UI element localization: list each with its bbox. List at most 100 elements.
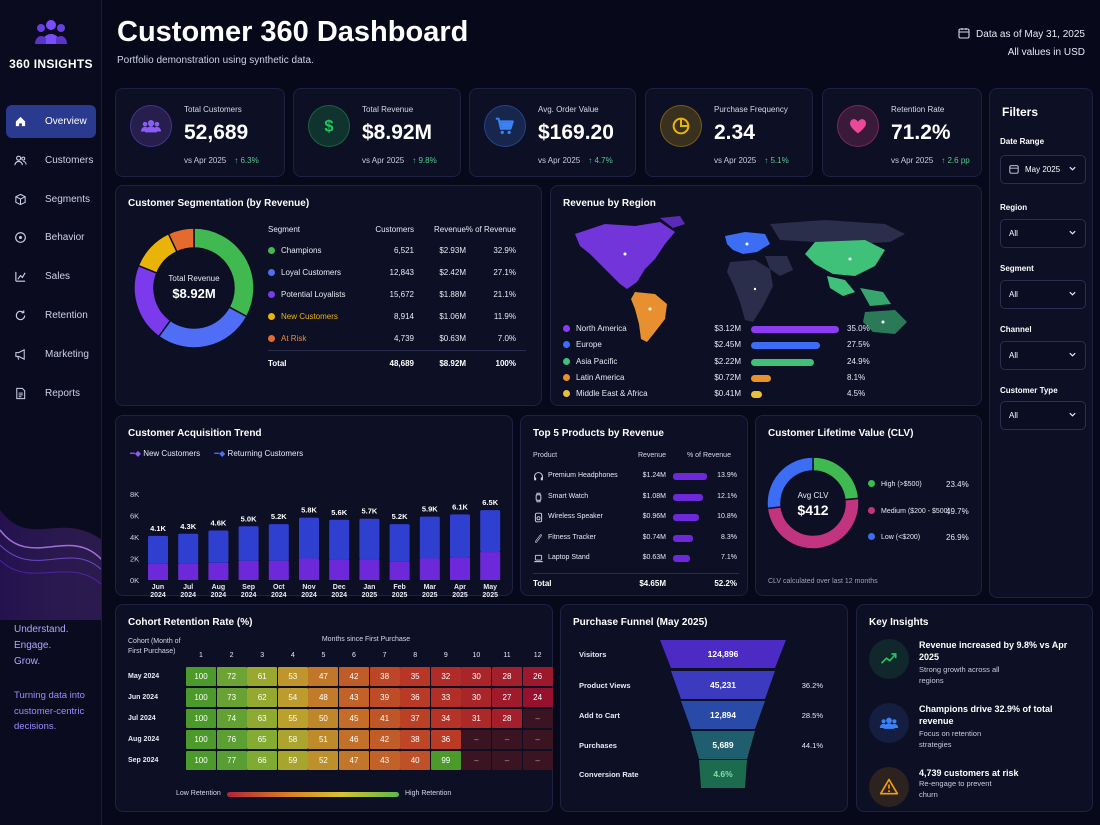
heatmap-cell[interactable]: 28 — [492, 709, 522, 728]
clv-legend-item[interactable]: Low (<$200) — [868, 533, 920, 541]
heatmap-cell[interactable]: 100 — [186, 751, 216, 770]
heatmap-cell[interactable]: 36 — [400, 688, 431, 707]
heatmap-cell[interactable]: 65 — [247, 730, 278, 749]
heatmap-cell[interactable]: 43 — [339, 688, 369, 707]
sidebar-item-segments[interactable]: Segments — [6, 183, 96, 216]
bar-returning-customers[interactable] — [208, 530, 229, 563]
heatmap-cell[interactable]: 30 — [461, 688, 492, 707]
bar-returning-customers[interactable] — [419, 516, 440, 559]
heatmap-cell[interactable]: 42 — [369, 730, 400, 749]
heatmap-cell[interactable]: – — [522, 730, 553, 749]
heatmap-cell[interactable]: 45 — [339, 709, 369, 728]
heatmap-cell[interactable]: 38 — [400, 730, 431, 749]
sidebar-item-sales[interactable]: Sales — [6, 260, 96, 293]
heatmap-cell[interactable]: 55 — [277, 709, 308, 728]
funnel-stage[interactable] — [671, 671, 775, 699]
heatmap-cell[interactable]: 33 — [430, 688, 461, 707]
bar-returning-customers[interactable] — [178, 533, 199, 564]
table-row[interactable]: Smart Watch $1.08M 12.1% — [521, 492, 749, 505]
heatmap-cell[interactable]: 74 — [216, 709, 247, 728]
heatmap-cell[interactable]: 34 — [430, 709, 461, 728]
heatmap-cell[interactable]: 30 — [461, 667, 492, 686]
table-row[interactable]: Fitness Tracker $0.74M 8.3% — [521, 534, 749, 546]
filter-select-customer-type[interactable]: All — [1000, 401, 1086, 430]
heatmap-cell[interactable]: 63 — [247, 709, 278, 728]
region-row[interactable]: Asia Pacific — [563, 357, 617, 366]
sidebar-item-marketing[interactable]: Marketing — [6, 338, 96, 371]
bar-new-customers[interactable] — [480, 552, 501, 580]
bar-returning-customers[interactable] — [480, 510, 501, 553]
heatmap-cell[interactable]: 39 — [369, 688, 400, 707]
heatmap-cell[interactable]: 52 — [308, 751, 339, 770]
table-row[interactable]: Champions 6,521 $2.93M 32.9% — [116, 246, 536, 260]
heatmap-cell[interactable]: 54 — [277, 688, 308, 707]
bar-returning-customers[interactable] — [238, 526, 259, 561]
clv-legend-item[interactable]: High (>$500) — [868, 480, 922, 488]
table-row[interactable]: Loyal Customers 12,843 $2.42M 27.1% — [116, 268, 536, 282]
heatmap-cell[interactable]: 26 — [522, 667, 553, 686]
filter-select-channel[interactable]: All — [1000, 341, 1086, 370]
funnel-stage[interactable] — [681, 701, 765, 729]
heatmap-cell[interactable]: 77 — [216, 751, 247, 770]
bar-new-customers[interactable] — [299, 558, 319, 581]
sidebar-item-customers[interactable]: Customers — [6, 144, 96, 177]
bar-new-customers[interactable] — [389, 561, 410, 580]
heatmap-cell[interactable]: 28 — [492, 667, 522, 686]
heatmap-cell[interactable]: 24 — [522, 688, 553, 707]
heatmap-cell[interactable]: 32 — [430, 667, 461, 686]
region-row[interactable]: North America — [563, 324, 627, 333]
region-row[interactable]: Latin America — [563, 373, 624, 382]
bar-returning-customers[interactable] — [389, 524, 410, 562]
heatmap-cell[interactable]: 48 — [308, 688, 339, 707]
heatmap-cell[interactable]: 36 — [430, 730, 461, 749]
heatmap-cell[interactable]: 35 — [400, 667, 431, 686]
heatmap-cell[interactable]: 100 — [186, 688, 216, 707]
bar-new-customers[interactable] — [208, 562, 229, 580]
bar-new-customers[interactable] — [268, 560, 289, 580]
heatmap-cell[interactable]: 47 — [339, 751, 369, 770]
bar-new-customers[interactable] — [329, 559, 350, 580]
heatmap-cell[interactable]: 100 — [186, 667, 216, 686]
bar-new-customers[interactable] — [450, 557, 470, 580]
clv-legend-item[interactable]: Medium ($200 - $500) — [868, 506, 950, 515]
funnel-stage[interactable] — [660, 640, 786, 668]
donut-slice-2[interactable] — [766, 456, 814, 510]
heatmap-cell[interactable]: 43 — [369, 751, 400, 770]
heatmap-cell[interactable]: 62 — [247, 688, 278, 707]
heatmap-cell[interactable]: – — [461, 730, 492, 749]
heatmap-cell[interactable]: 27 — [492, 688, 522, 707]
heatmap-cell[interactable]: 61 — [247, 667, 278, 686]
bar-returning-customers[interactable] — [268, 524, 289, 561]
bar-returning-customers[interactable] — [148, 535, 168, 564]
heatmap-cell[interactable]: 41 — [369, 709, 400, 728]
heatmap-cell[interactable]: 66 — [247, 751, 278, 770]
bar-new-customers[interactable] — [419, 558, 440, 581]
sidebar-item-reports[interactable]: Reports — [6, 377, 96, 410]
heatmap-cell[interactable]: 51 — [308, 730, 339, 749]
region-row[interactable]: Europe — [563, 340, 602, 349]
heatmap-cell[interactable]: 100 — [186, 730, 216, 749]
heatmap-cell[interactable]: 38 — [369, 667, 400, 686]
table-row[interactable]: New Customers 8,914 $1.06M 11.9% — [116, 312, 536, 326]
sidebar-item-overview[interactable]: Overview — [6, 105, 96, 138]
funnel-stage[interactable] — [691, 731, 755, 759]
bar-new-customers[interactable] — [359, 559, 380, 580]
table-row[interactable]: Laptop Stand $0.63M 7.1% — [521, 554, 749, 566]
bar-new-customers[interactable] — [178, 563, 199, 580]
heatmap-cell[interactable]: 72 — [216, 667, 247, 686]
heatmap-cell[interactable]: 31 — [461, 709, 492, 728]
heatmap-cell[interactable]: 37 — [400, 709, 431, 728]
table-row[interactable]: Potential Loyalists 15,672 $1.88M 21.1% — [116, 290, 536, 304]
bar-returning-customers[interactable] — [329, 519, 350, 560]
heatmap-cell[interactable]: – — [492, 751, 522, 770]
heatmap-cell[interactable]: 59 — [277, 751, 308, 770]
bar-returning-customers[interactable] — [450, 514, 470, 558]
funnel-stage[interactable] — [699, 760, 747, 788]
heatmap-cell[interactable]: 40 — [400, 751, 431, 770]
heatmap-cell[interactable]: 47 — [308, 667, 339, 686]
filter-select-date-range[interactable]: May 2025 — [1000, 155, 1086, 184]
heatmap-cell[interactable]: 100 — [186, 709, 216, 728]
bar-returning-customers[interactable] — [359, 518, 380, 560]
bar-returning-customers[interactable] — [299, 517, 319, 559]
heatmap-cell[interactable]: 73 — [216, 688, 247, 707]
